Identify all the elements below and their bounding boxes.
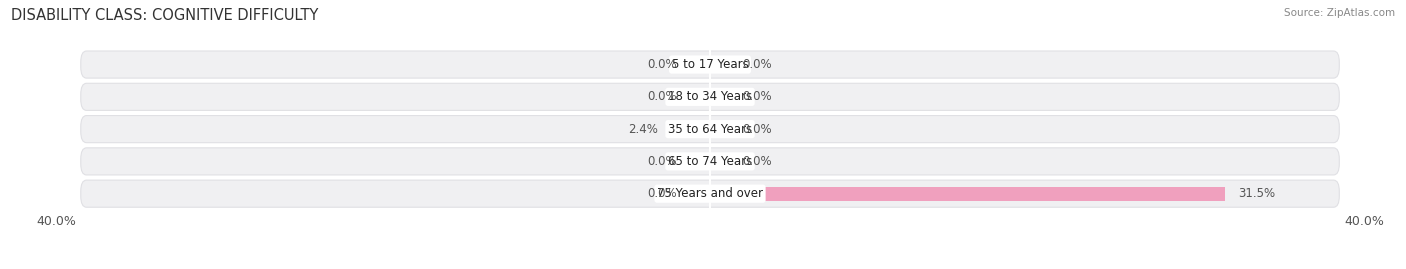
Text: 35 to 64 Years: 35 to 64 Years (668, 123, 752, 136)
Text: 0.0%: 0.0% (648, 155, 678, 168)
Text: 0.0%: 0.0% (648, 58, 678, 71)
Text: DISABILITY CLASS: COGNITIVE DIFFICULTY: DISABILITY CLASS: COGNITIVE DIFFICULTY (11, 8, 319, 23)
Bar (710, 122, 730, 136)
Text: Source: ZipAtlas.com: Source: ZipAtlas.com (1284, 8, 1395, 18)
FancyBboxPatch shape (80, 116, 1340, 143)
Bar (710, 58, 730, 72)
Text: 2.4%: 2.4% (628, 123, 658, 136)
Text: 0.0%: 0.0% (742, 123, 772, 136)
Bar (710, 154, 730, 168)
Bar (710, 187, 1225, 201)
Text: 0.0%: 0.0% (742, 90, 772, 103)
Bar (690, 154, 710, 168)
Text: 0.0%: 0.0% (742, 58, 772, 71)
Text: 5 to 17 Years: 5 to 17 Years (672, 58, 748, 71)
Bar (671, 122, 710, 136)
Text: 0.0%: 0.0% (648, 187, 678, 200)
Text: 0.0%: 0.0% (648, 90, 678, 103)
FancyBboxPatch shape (80, 83, 1340, 110)
Text: 18 to 34 Years: 18 to 34 Years (668, 90, 752, 103)
FancyBboxPatch shape (80, 148, 1340, 175)
Bar (690, 187, 710, 201)
Text: 65 to 74 Years: 65 to 74 Years (668, 155, 752, 168)
Bar (690, 90, 710, 104)
Bar (710, 90, 730, 104)
FancyBboxPatch shape (80, 51, 1340, 78)
Bar (690, 58, 710, 72)
Text: 75 Years and over: 75 Years and over (657, 187, 763, 200)
FancyBboxPatch shape (80, 180, 1340, 207)
Text: 31.5%: 31.5% (1237, 187, 1275, 200)
Text: 0.0%: 0.0% (742, 155, 772, 168)
Legend: Male, Female: Male, Female (644, 264, 776, 269)
